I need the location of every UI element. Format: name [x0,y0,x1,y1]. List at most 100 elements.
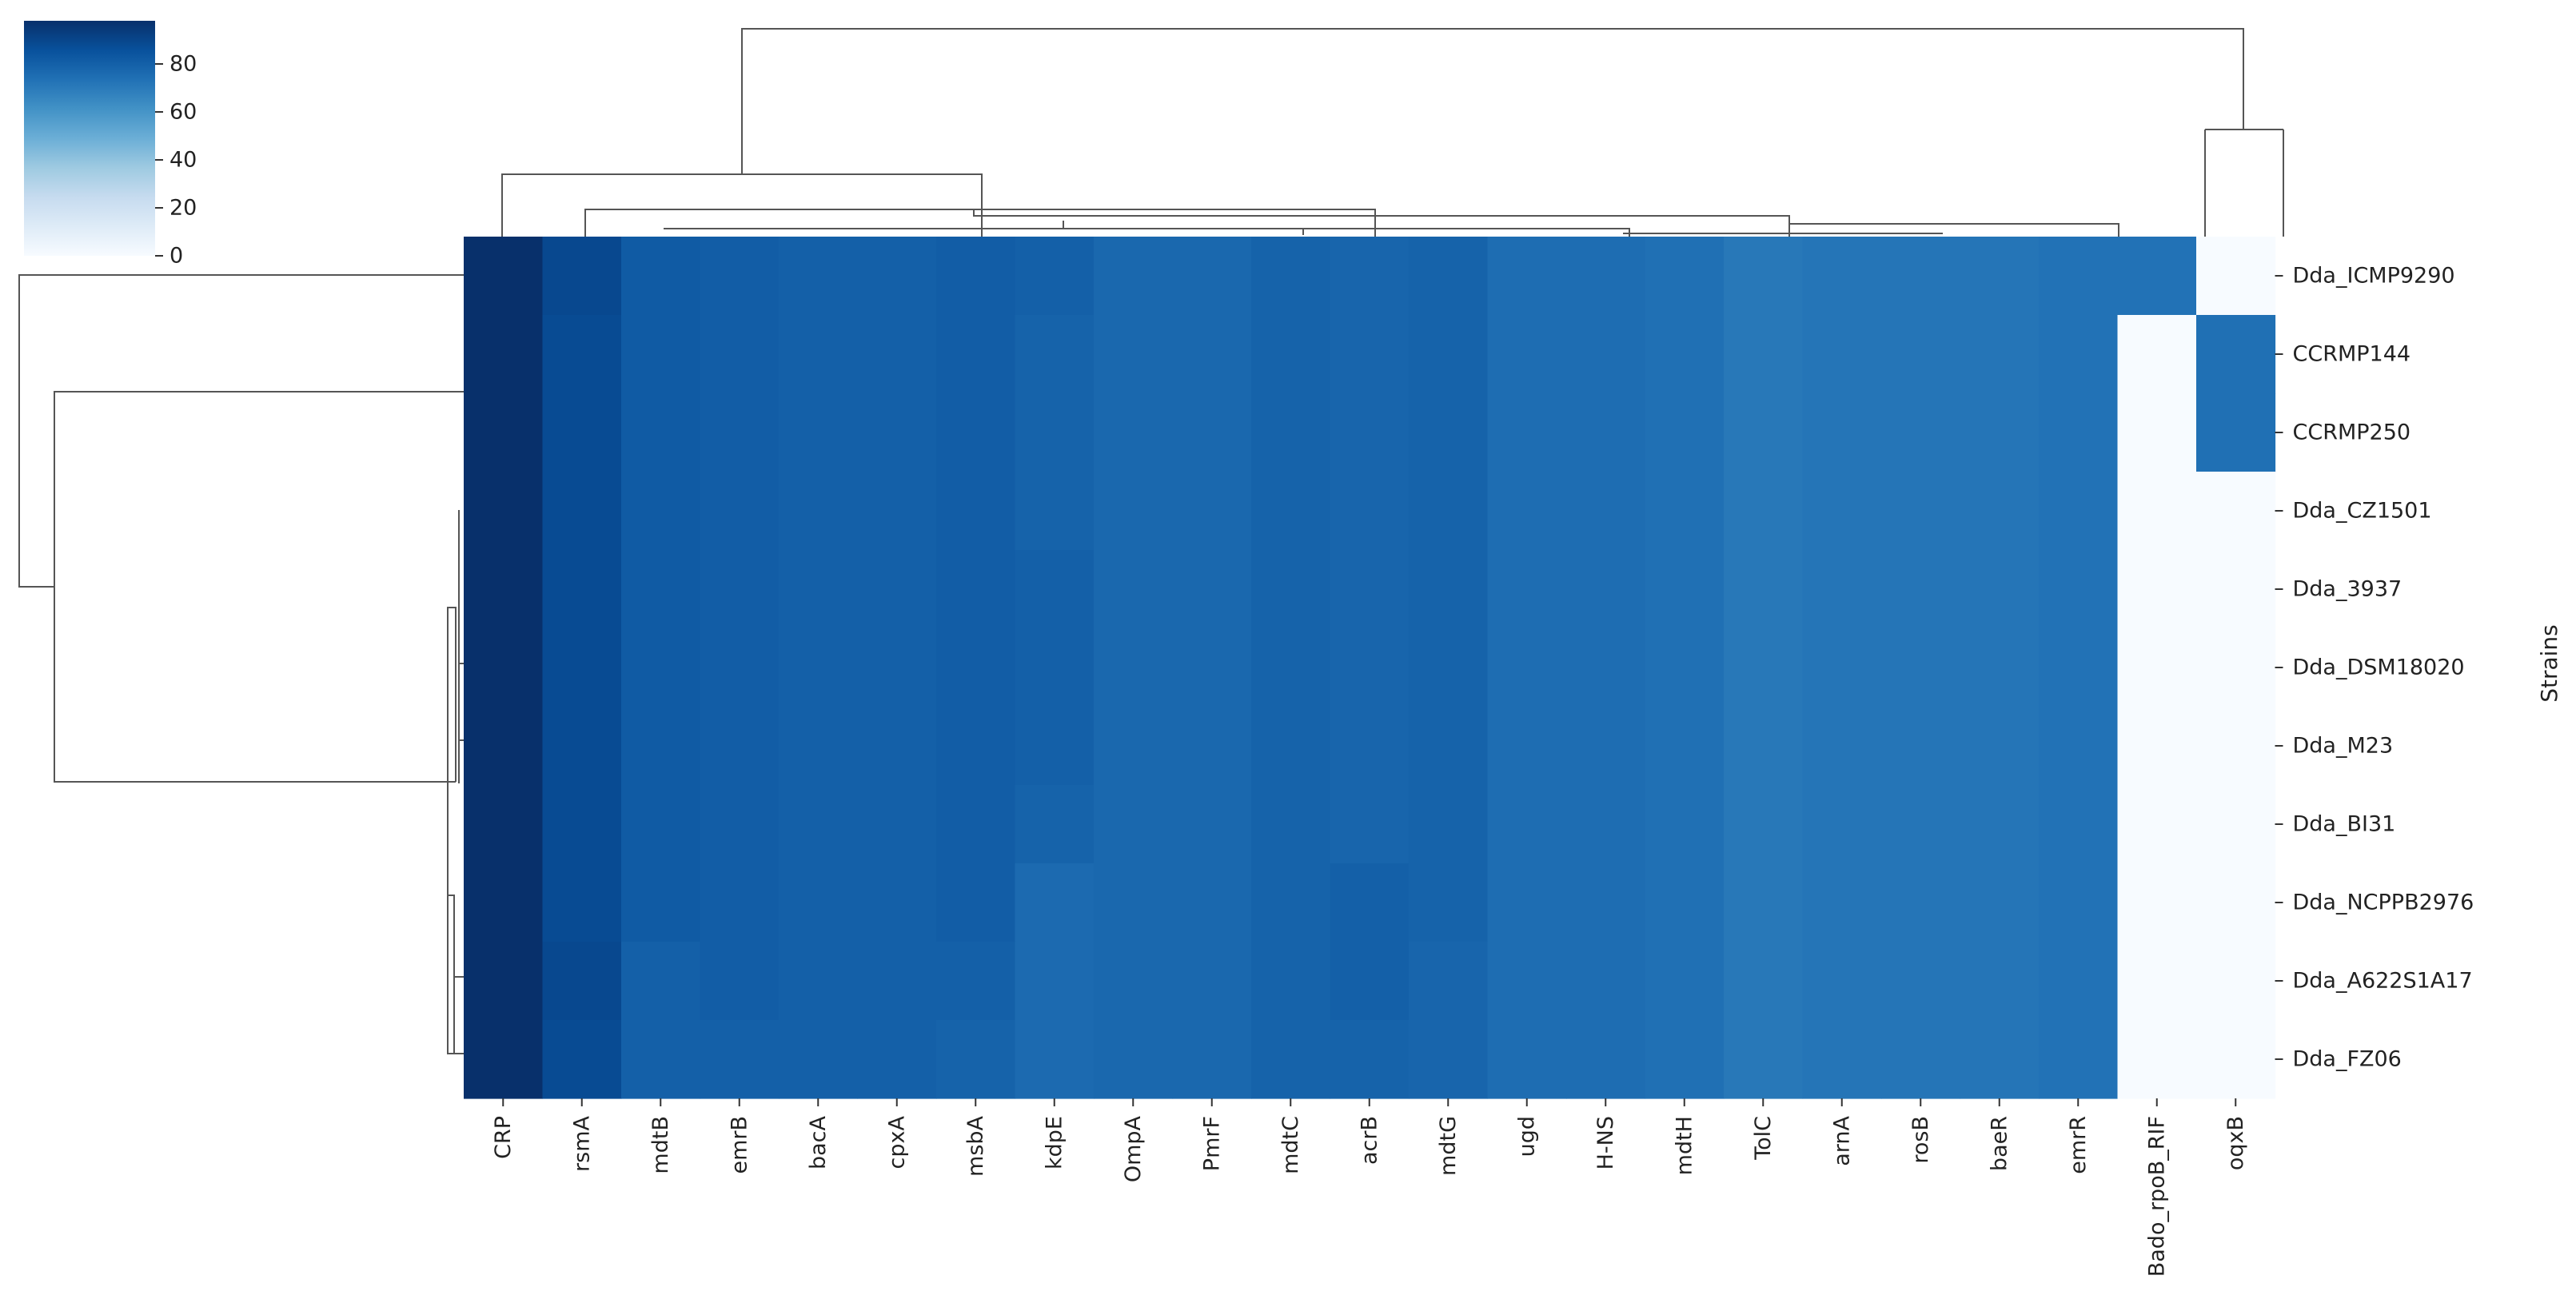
column-label: baeR [1987,1116,2012,1171]
heatmap-cell [1330,1020,1410,1099]
heatmap-cell [2039,472,2119,551]
row-label: Dda_3937 [2293,577,2403,602]
heatmap-cell [1645,237,1725,316]
heatmap-cell [857,628,937,707]
heatmap-cell [621,707,701,786]
heatmap-cell [542,550,622,629]
heatmap-cell [1802,472,1882,551]
heatmap-cell [936,550,1016,629]
heatmap-cell [1172,1020,1252,1099]
heatmap-cell [1251,1020,1331,1099]
heatmap-cell [2196,942,2276,1021]
heatmap-cell [2196,628,2276,707]
heatmap-cell [1094,237,1174,316]
column-label: cpxA [884,1115,909,1169]
heatmap-cell [1251,550,1331,629]
heatmap-cell [1881,315,1961,394]
heatmap-cell [1960,315,2040,394]
row-label: Dda_DSM18020 [2293,655,2465,680]
heatmap-cell [936,942,1016,1021]
heatmap-cell [1094,707,1174,786]
heatmap-cell [1881,393,1961,472]
heatmap-cell [542,785,622,864]
heatmap-cell [1645,550,1725,629]
heatmap-cell [1960,707,2040,786]
heatmap-cell [1960,550,2040,629]
heatmap-cell [1330,237,1410,316]
heatmap-cell [542,472,622,551]
heatmap-cell [1802,1020,1882,1099]
heatmap-cell [1802,237,1882,316]
heatmap-cell [1015,942,1095,1021]
heatmap-cell [464,550,544,629]
heatmap-cell [700,472,780,551]
colorbar-gradient [24,21,155,256]
heatmap-cell [1172,393,1252,472]
heatmap-cell [1409,237,1489,316]
heatmap-cell [1566,707,1646,786]
heatmap-cell [1172,472,1252,551]
heatmap-cell [464,707,544,786]
heatmap-cell [1015,707,1095,786]
heatmap-cell [779,472,859,551]
heatmap-cell [1724,472,1804,551]
heatmap-cell [936,393,1016,472]
heatmap-cell [2196,1020,2276,1099]
row-label: CCRMP144 [2293,342,2411,367]
column-label: mdtG [1436,1116,1461,1176]
heatmap-cell [1409,863,1489,942]
heatmap-cell [464,628,544,707]
heatmap-cell [779,863,859,942]
heatmap-cell [1802,863,1882,942]
heatmap-cell [621,863,701,942]
colorbar-tick-label: 40 [169,148,197,173]
column-label: rsmA [569,1115,594,1171]
heatmap-cell [1015,785,1095,864]
heatmap-cell [1172,237,1252,316]
heatmap-cell [1566,1020,1646,1099]
heatmap-cell [1015,863,1095,942]
heatmap-cell [1251,628,1331,707]
row-dendrogram-tree [18,274,464,1054]
heatmap-cell [1960,863,2040,942]
heatmap-cell [2117,707,2197,786]
heatmap-cell [1409,315,1489,394]
heatmap-cell [1645,707,1725,786]
heatmap-cell [1487,472,1567,551]
heatmap-cell [1094,1020,1174,1099]
heatmap-cell [1645,785,1725,864]
heatmap-cell [1487,628,1567,707]
heatmap-cell [857,315,937,394]
heatmap-cell [1960,472,2040,551]
heatmap-cell [1487,863,1567,942]
column-label: emrR [2066,1116,2091,1174]
heatmap-cell [464,863,544,942]
row-labels: Dda_ICMP9290 CCRMP144 CCRMP250 Dda_CZ1501 Dd… [2275,264,2474,1072]
heatmap-cell [2039,785,2119,864]
row-label: Dda_ICMP9290 [2293,264,2455,289]
column-label: emrB [727,1116,752,1174]
row-dendrogram [18,274,464,1054]
heatmap-cell [700,785,780,864]
heatmap-cell [936,237,1016,316]
heatmap-cell [1566,628,1646,707]
heatmap-cell [700,237,780,316]
heatmap-cell [2117,1020,2197,1099]
heatmap-cell [1330,785,1410,864]
heatmap-cell [2117,628,2197,707]
heatmap-cell [1566,863,1646,942]
heatmap-cell [700,1020,780,1099]
column-dendrogram-tree [501,28,2284,237]
heatmap-cell [1409,785,1489,864]
heatmap-cell [857,707,937,786]
heatmap-cell [1094,942,1174,1021]
heatmap-cell [2039,628,2119,707]
heatmap-grid [464,237,2276,1099]
heatmap-cell [779,707,859,786]
heatmap-cell [1881,942,1961,1021]
heatmap-cell [1566,393,1646,472]
heatmap-cell [1645,315,1725,394]
heatmap-cell [1409,628,1489,707]
heatmap-cell [1566,550,1646,629]
row-label: Dda_M23 [2293,734,2394,759]
